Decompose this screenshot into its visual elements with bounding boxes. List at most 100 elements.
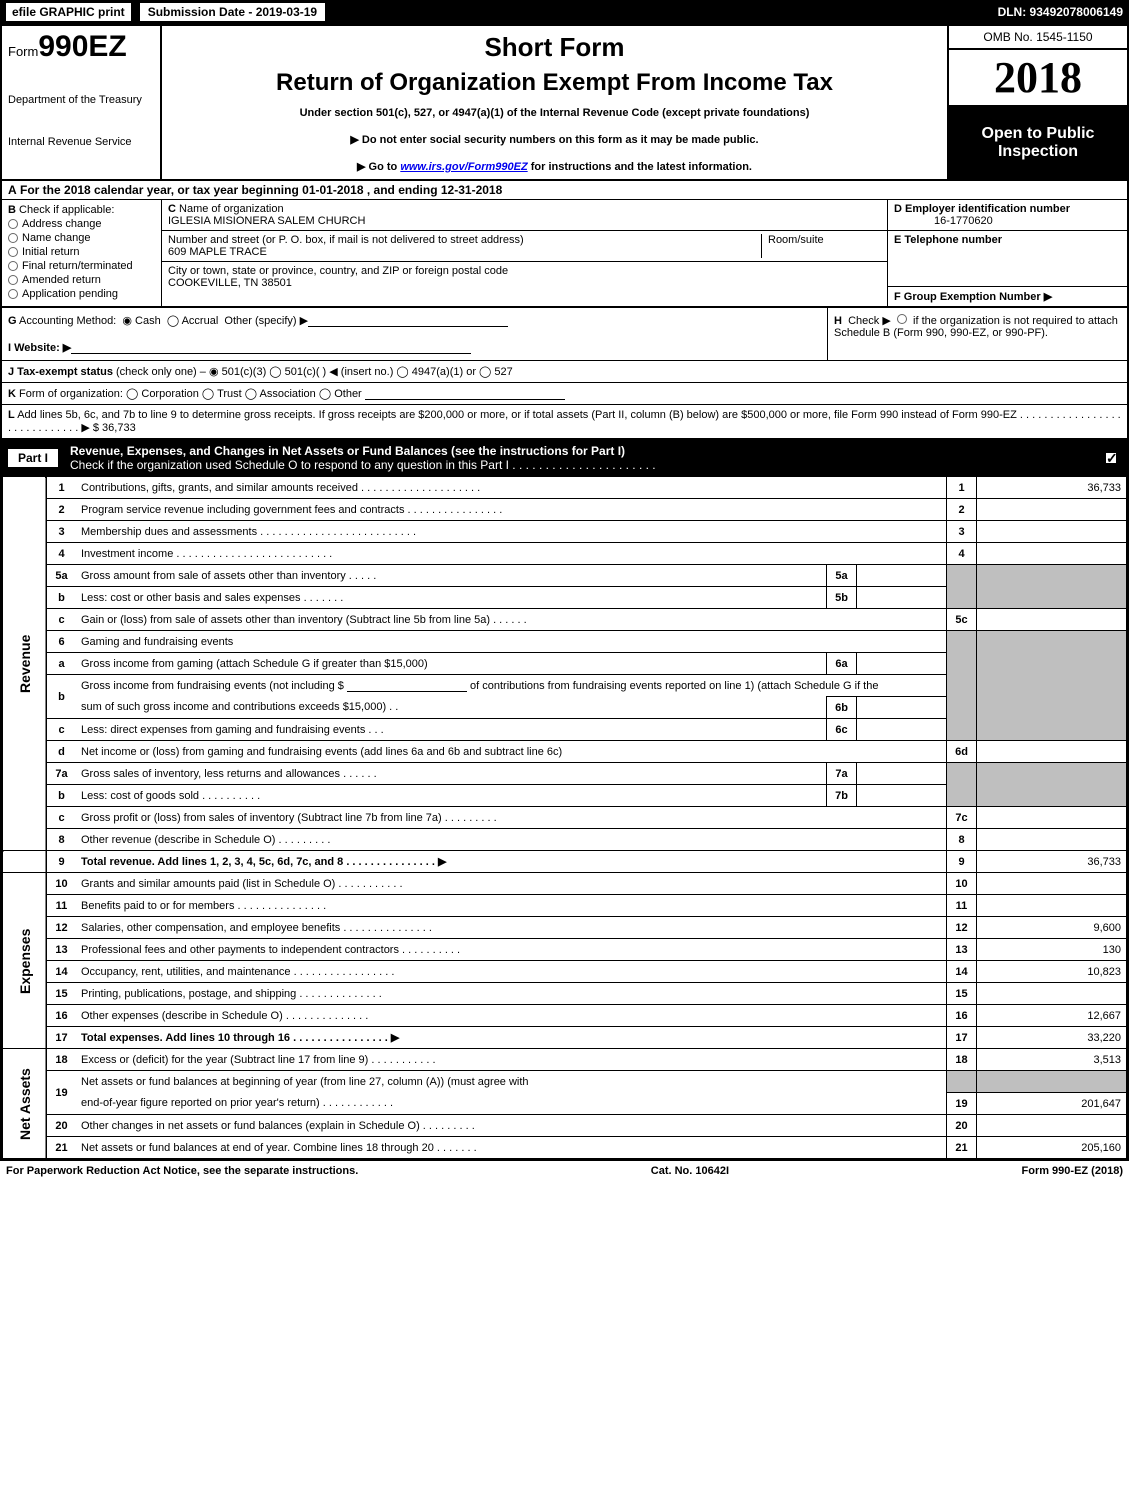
notice-goto-post: for instructions and the latest informat… bbox=[528, 161, 752, 173]
line-4-num: 4 bbox=[947, 543, 977, 565]
line-6a-sval bbox=[857, 653, 947, 675]
line-13-no: 13 bbox=[46, 939, 76, 961]
line-16-val: 12,667 bbox=[977, 1005, 1127, 1027]
line-8-val bbox=[977, 829, 1127, 851]
line-6a-desc: Gross income from gaming (attach Schedul… bbox=[76, 653, 827, 675]
line-5b-no: b bbox=[46, 587, 76, 609]
part-1-table: Revenue 1 Contributions, gifts, grants, … bbox=[2, 476, 1127, 1159]
col-c-name-address: C Name of organization IGLESIA MISIONERA… bbox=[162, 200, 887, 306]
header-center: Short Form Return of Organization Exempt… bbox=[162, 26, 947, 179]
line-14-num: 14 bbox=[947, 961, 977, 983]
line-16-desc: Other expenses (describe in Schedule O) … bbox=[76, 1005, 947, 1027]
line-7b-snum: 7b bbox=[827, 785, 857, 807]
box-street: Number and street (or P. O. box, if mail… bbox=[162, 231, 887, 262]
line-6a-no: a bbox=[46, 653, 76, 675]
line-21-desc: Net assets or fund balances at end of ye… bbox=[76, 1137, 947, 1159]
line-6a-snum: 6a bbox=[827, 653, 857, 675]
line-4-no: 4 bbox=[46, 543, 76, 565]
line-15-no: 15 bbox=[46, 983, 76, 1005]
check-arrow: Check ▶ bbox=[848, 315, 891, 327]
line-20-val bbox=[977, 1115, 1127, 1137]
website-field[interactable] bbox=[71, 342, 471, 354]
box-city: City or town, state or province, country… bbox=[162, 262, 887, 306]
line-6c-desc: Less: direct expenses from gaming and fu… bbox=[76, 719, 827, 741]
line-14-no: 14 bbox=[46, 961, 76, 983]
line-12-num: 12 bbox=[947, 917, 977, 939]
line-10-val bbox=[977, 873, 1127, 895]
part-1-tag: Part I bbox=[8, 449, 58, 467]
label-c: C bbox=[168, 203, 176, 215]
line-11-desc: Benefits paid to or for members . . . . … bbox=[76, 895, 947, 917]
open-to-public: Open to Public Inspection bbox=[949, 107, 1127, 179]
dln-number: DLN: 93492078006149 bbox=[998, 5, 1123, 19]
tax-year-end: 12-31-2018 bbox=[441, 183, 502, 197]
checkbox-application-pending[interactable] bbox=[8, 289, 18, 299]
label-f: F Group Exemption Number bbox=[894, 291, 1041, 303]
row-a-mid: , and ending bbox=[367, 183, 441, 197]
cash-option[interactable]: Cash bbox=[135, 315, 161, 327]
line-15-desc: Printing, publications, postage, and shi… bbox=[76, 983, 947, 1005]
checkbox-address-change[interactable] bbox=[8, 219, 18, 229]
gross-receipts-text: Add lines 5b, 6c, and 7b to line 9 to de… bbox=[8, 409, 1121, 434]
k-other-field[interactable] bbox=[365, 388, 565, 400]
revenue-side-label: Revenue bbox=[3, 477, 47, 851]
return-title: Return of Organization Exempt From Incom… bbox=[172, 69, 937, 97]
label-d: D Employer identification number bbox=[894, 203, 1070, 215]
line-5a-sval bbox=[857, 565, 947, 587]
label-e: E Telephone number bbox=[894, 234, 1002, 246]
label-b: B bbox=[8, 204, 16, 216]
footer-cat-no: Cat. No. 10642I bbox=[651, 1165, 729, 1177]
line-16-no: 16 bbox=[46, 1005, 76, 1027]
line-6b-amount-field[interactable] bbox=[347, 680, 467, 692]
form-number-big: 990EZ bbox=[38, 30, 126, 63]
row-j: J Tax-exempt status (check only one) – ◉… bbox=[2, 361, 1127, 383]
label-j: J Tax-exempt status bbox=[8, 366, 113, 378]
checkbox-name-change[interactable] bbox=[8, 233, 18, 243]
expenses-side-label: Expenses bbox=[3, 873, 47, 1049]
label-l: L bbox=[8, 409, 15, 421]
irs-link[interactable]: www.irs.gov/Form990EZ bbox=[400, 161, 527, 173]
city-label: City or town, state or province, country… bbox=[168, 265, 508, 277]
open-public-l2: Inspection bbox=[951, 143, 1125, 161]
line-18-desc: Excess or (deficit) for the year (Subtra… bbox=[76, 1049, 947, 1071]
line-4-desc: Investment income . . . . . . . . . . . … bbox=[76, 543, 947, 565]
line-1-num: 1 bbox=[947, 477, 977, 499]
shade-7-val bbox=[977, 763, 1127, 807]
box-e-phone: E Telephone number bbox=[888, 231, 1127, 287]
shade-6 bbox=[947, 631, 977, 741]
line-6b-desc2: sum of such gross income and contributio… bbox=[76, 697, 827, 719]
checkbox-amended-return[interactable] bbox=[8, 275, 18, 285]
chk-label-5: Application pending bbox=[22, 288, 118, 300]
part-1-title: Revenue, Expenses, and Changes in Net As… bbox=[64, 440, 662, 476]
line-2-desc: Program service revenue including govern… bbox=[76, 499, 947, 521]
line-19-num: 19 bbox=[947, 1093, 977, 1115]
line-5c-desc: Gain or (loss) from sale of assets other… bbox=[76, 609, 947, 631]
name-label: Name of organization bbox=[179, 203, 284, 215]
accrual-option[interactable]: Accrual bbox=[182, 315, 219, 327]
row-g-h: G Accounting Method: ◉ Cash ◯ Accrual Ot… bbox=[2, 308, 1127, 361]
checkbox-initial-return[interactable] bbox=[8, 247, 18, 257]
line-7a-sval bbox=[857, 763, 947, 785]
line-6d-val bbox=[977, 741, 1127, 763]
part-1-header: Part I Revenue, Expenses, and Changes in… bbox=[2, 440, 1127, 476]
other-specify-field[interactable] bbox=[308, 315, 508, 327]
submission-date: Submission Date - 2019-03-19 bbox=[139, 2, 326, 22]
checkbox-final-return[interactable] bbox=[8, 261, 18, 271]
col-b-checkboxes: B Check if applicable: Address change Na… bbox=[2, 200, 162, 306]
line-19-desc: Net assets or fund balances at beginning… bbox=[76, 1071, 947, 1093]
line-8-num: 8 bbox=[947, 829, 977, 851]
other-option[interactable]: Other (specify) ▶ bbox=[224, 315, 308, 327]
line-18-num: 18 bbox=[947, 1049, 977, 1071]
top-bar: efile GRAPHIC print Submission Date - 20… bbox=[0, 0, 1129, 24]
short-form-title: Short Form bbox=[172, 32, 937, 63]
line-3-val bbox=[977, 521, 1127, 543]
box-c-name: C Name of organization IGLESIA MISIONERA… bbox=[162, 200, 887, 231]
checkbox-schedule-b[interactable] bbox=[897, 314, 907, 324]
line-21-val: 205,160 bbox=[977, 1137, 1127, 1159]
line-8-no: 8 bbox=[46, 829, 76, 851]
line-6d-desc: Net income or (loss) from gaming and fun… bbox=[76, 741, 947, 763]
line-19-no: 19 bbox=[46, 1071, 76, 1115]
tax-year-begin: 01-01-2018 bbox=[302, 183, 363, 197]
schedule-o-checkbox[interactable] bbox=[1105, 452, 1117, 464]
efile-print-button[interactable]: efile GRAPHIC print bbox=[4, 1, 133, 23]
